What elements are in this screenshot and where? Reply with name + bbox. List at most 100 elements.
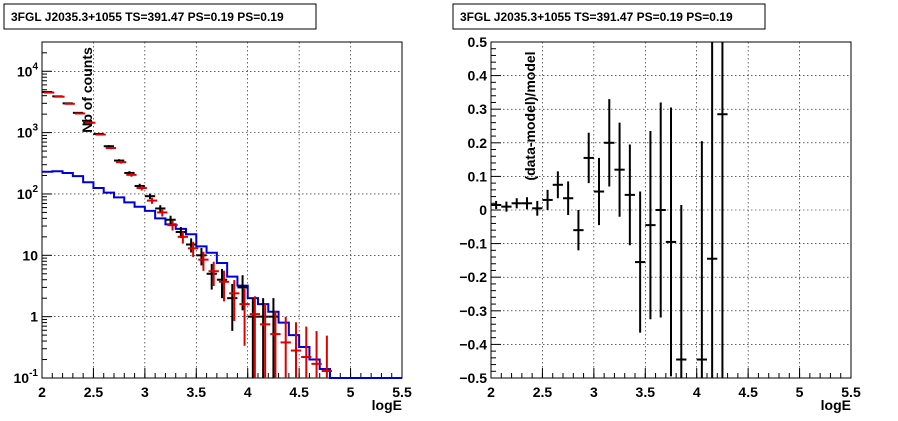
counts-data-point — [144, 193, 156, 200]
residual-axis-ticks: 2 2.5 3 3.5 4 4.5 5 5.5 −0.5 −0.4 −0.3 −0.2 −0.1 0 0.1… — [459, 34, 861, 400]
counts-axis-ticks: 2 2.5 3 3.5 4 4.5 5 5.5 10-1 1 10 102 103 104 — [14, 41, 412, 400]
counts-title: 3FGL J2035.3+1055 TS=391.47 PS=0.19 PS=0… — [11, 10, 284, 24]
residual-y-tick-label: −0.1 — [459, 236, 487, 252]
counts-source-model-histogram — [42, 170, 402, 379]
counts-x-axis-label: logE — [372, 397, 402, 413]
counts-total-model-point — [229, 280, 240, 321]
residual-point — [696, 141, 707, 378]
residual-point — [532, 200, 543, 216]
counts-x-tick-label: 5 — [347, 384, 355, 400]
residual-point — [491, 200, 502, 209]
residual-y-tick-label: −0.2 — [459, 269, 487, 285]
residual-series — [491, 42, 728, 378]
residual-point — [552, 171, 563, 199]
counts-panel: 2 2.5 3 3.5 4 4.5 5 5.5 10-1 1 10 102 103 104 3FGL J2… — [3, 3, 412, 413]
residual-point — [604, 99, 615, 187]
residual-point — [635, 191, 646, 333]
counts-data-point — [258, 298, 269, 378]
counts-x-tick-label: 2.5 — [84, 384, 104, 400]
residual-y-tick-label: 0 — [479, 202, 487, 218]
counts-total-model-point — [290, 322, 302, 378]
residual-y-tick-label: −0.4 — [459, 336, 487, 352]
counts-total-model-point — [177, 231, 188, 244]
residual-y-tick-label: 0.3 — [468, 101, 488, 117]
counts-y-tick-label: 103 — [17, 123, 39, 141]
residual-x-tick-label: 5 — [796, 384, 804, 400]
counts-data-point — [268, 298, 279, 378]
counts-total-model-point — [157, 208, 168, 217]
counts-x-tick-label: 5.5 — [392, 384, 412, 400]
residual-y-tick-label: 0.2 — [468, 135, 488, 151]
counts-grid — [42, 42, 402, 378]
counts-data-point — [165, 215, 176, 225]
residual-point — [521, 197, 533, 210]
residual-point — [593, 157, 605, 226]
counts-x-tick-label: 3.5 — [187, 384, 207, 400]
residual-x-tick-label: 2.5 — [533, 384, 553, 400]
counts-data-point — [227, 283, 238, 331]
counts-total-model-point — [270, 310, 281, 378]
counts-total-model-point — [198, 251, 209, 271]
counts-x-tick-label: 4.5 — [289, 384, 309, 400]
residual-point — [511, 198, 522, 209]
residual-x-tick-label: 5.5 — [841, 384, 861, 400]
counts-data-point — [206, 263, 217, 290]
counts-total-model-point — [44, 91, 55, 94]
residual-y-tick-label: −0.5 — [459, 370, 487, 386]
counts-x-tick-label: 4 — [244, 384, 252, 400]
counts-total-model-point — [321, 335, 332, 378]
residual-point — [573, 210, 584, 251]
residual-point — [665, 107, 677, 377]
counts-total-model-point — [311, 331, 322, 378]
counts-title-box: 3FGL J2035.3+1055 TS=391.47 PS=0.19 PS=0… — [3, 3, 317, 30]
counts-total-model-point — [54, 95, 65, 98]
counts-total-model-point — [260, 303, 271, 378]
counts-x-tick-label: 3 — [141, 384, 149, 400]
counts-data-point — [216, 268, 228, 299]
residual-point — [717, 42, 728, 378]
counts-y-axis-label: Nb of counts — [79, 47, 95, 133]
counts-total-model-point — [126, 173, 137, 177]
counts-data-point — [155, 205, 166, 213]
residual-x-axis-label: logE — [821, 397, 851, 413]
residual-point — [655, 102, 666, 318]
residual-point — [542, 189, 553, 210]
counts-y-tick-label: 104 — [17, 61, 39, 79]
counts-total-model-point — [301, 326, 312, 378]
residual-x-tick-label: 4.5 — [738, 384, 758, 400]
counts-total-model-point — [64, 102, 75, 105]
counts-total-model-point — [249, 296, 260, 378]
counts-total-model-point — [280, 316, 291, 378]
residual-point — [624, 144, 635, 246]
residual-point — [501, 201, 512, 212]
counts-total-model-point — [105, 146, 116, 150]
counts-data-point — [103, 145, 114, 148]
residual-y-axis-label: (data-model)/model — [522, 51, 538, 180]
residual-x-tick-label: 3 — [590, 384, 598, 400]
counts-y-tick-label: 1 — [30, 309, 38, 325]
counts-total-model-point — [116, 160, 127, 164]
residual-x-tick-label: 2 — [487, 384, 495, 400]
residual-x-tick-label: 3.5 — [636, 384, 656, 400]
counts-y-tick-label: 10-1 — [14, 368, 39, 386]
counts-plot-frame — [41, 41, 403, 379]
counts-total-model-point — [167, 220, 178, 231]
counts-data-point — [186, 238, 197, 253]
counts-data-point — [196, 247, 207, 266]
counts-y-tick-label: 10 — [22, 247, 38, 263]
counts-total-model-point — [74, 112, 86, 115]
residual-point — [583, 132, 594, 184]
residual-point — [645, 131, 656, 320]
counts-total-model-point — [95, 133, 106, 136]
counts-total-model-point — [188, 241, 199, 257]
counts-total-model-point — [218, 270, 230, 302]
counts-series — [42, 90, 402, 379]
residual-y-tick-label: 0.1 — [468, 168, 488, 184]
residual-y-tick-label: −0.3 — [459, 303, 487, 319]
residual-point — [563, 181, 574, 216]
residual-x-tick-label: 4 — [693, 384, 701, 400]
residual-y-tick-label: 0.4 — [468, 68, 488, 84]
residual-point — [707, 42, 718, 378]
counts-data-point — [247, 298, 258, 378]
